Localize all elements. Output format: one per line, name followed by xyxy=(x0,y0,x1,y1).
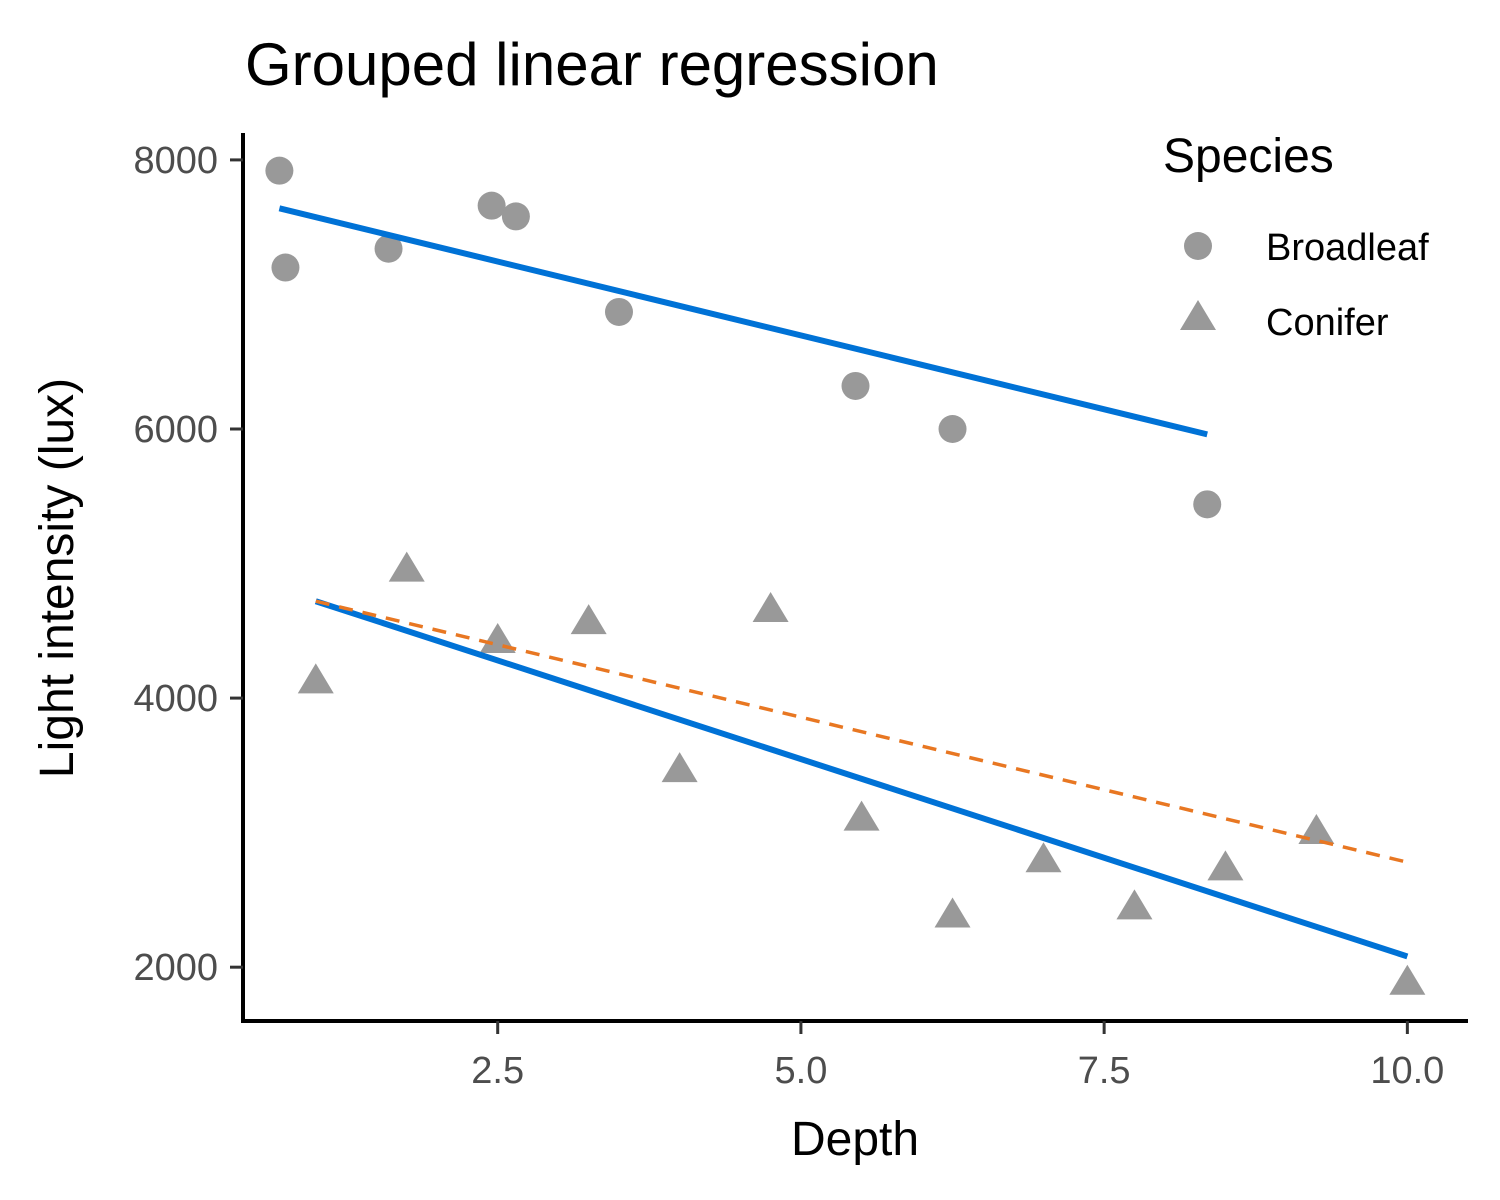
y-ticks: 2000 4000 6000 8000 xyxy=(133,140,243,989)
x-ticks: 2.5 5.0 7.5 10.0 xyxy=(471,1021,1444,1092)
x-tick-label: 2.5 xyxy=(471,1050,524,1092)
y-tick-label: 6000 xyxy=(133,409,218,451)
y-axis-label: Light intensity (lux) xyxy=(31,378,84,778)
legend-key-triangle xyxy=(1180,300,1216,330)
x-tick-label: 5.0 xyxy=(775,1050,828,1092)
data-point-broadleaf xyxy=(501,202,530,231)
data-point-broadleaf xyxy=(271,253,300,282)
data-point-conifer xyxy=(752,592,789,623)
data-point-conifer xyxy=(1207,850,1244,881)
y-tick-label: 4000 xyxy=(133,678,218,720)
legend-label-conifer: Conifer xyxy=(1266,302,1389,344)
data-point-broadleaf xyxy=(604,297,633,326)
data-point-conifer xyxy=(1116,889,1153,920)
data-point-broadleaf xyxy=(374,234,403,263)
y-tick-label: 8000 xyxy=(133,140,218,182)
legend: Species Broadleaf Conifer xyxy=(1163,130,1429,344)
x-axis-label: Depth xyxy=(791,1113,919,1166)
x-tick-label: 7.5 xyxy=(1078,1050,1131,1092)
data-point-broadleaf xyxy=(841,371,870,400)
data-point-broadleaf xyxy=(477,191,506,220)
data-point-broadleaf xyxy=(938,415,967,443)
fit-line-conifer-dashed xyxy=(315,599,1408,864)
x-tick-label: 10.0 xyxy=(1370,1050,1444,1092)
legend-label-broadleaf: Broadleaf xyxy=(1266,227,1429,269)
data-point-conifer xyxy=(297,663,334,694)
data-point-broadleaf xyxy=(1193,490,1222,519)
plot-marks xyxy=(265,156,1426,995)
data-point-conifer xyxy=(1298,814,1335,845)
data-point-conifer xyxy=(843,800,880,831)
data-point-conifer xyxy=(934,897,971,928)
data-point-conifer xyxy=(1025,842,1062,873)
data-point-broadleaf xyxy=(265,156,294,185)
data-point-conifer xyxy=(661,752,698,783)
data-point-conifer xyxy=(570,604,607,635)
data-point-conifer xyxy=(1389,964,1426,995)
legend-title: Species xyxy=(1163,130,1334,183)
legend-key-circle xyxy=(1184,232,1212,260)
data-point-conifer xyxy=(388,551,425,582)
chart-title: Grouped linear regression xyxy=(245,31,939,98)
fit-line-broadleaf-solid xyxy=(278,205,1208,438)
fit-line-conifer-solid xyxy=(314,598,1409,960)
y-tick-label: 2000 xyxy=(133,947,218,989)
